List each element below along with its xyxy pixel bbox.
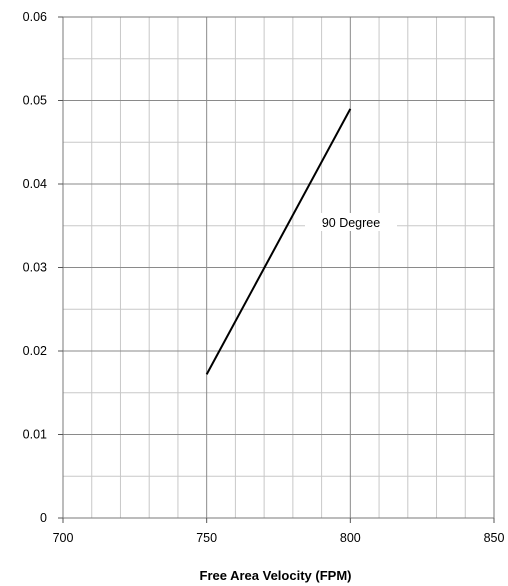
- x-axis-ticks: 700 750 800 850: [53, 518, 505, 545]
- x-tick-label: 850: [484, 531, 505, 545]
- x-tick-label: 700: [53, 531, 74, 545]
- y-tick-label: 0.05: [23, 94, 47, 108]
- major-gridlines: [63, 17, 494, 518]
- y-tick-label: 0.02: [23, 344, 47, 358]
- y-axis-ticks: 0 0.01 0.02 0.03 0.04 0.05 0.06: [23, 10, 63, 525]
- y-tick-label: 0: [40, 511, 47, 525]
- y-tick-label: 0.01: [23, 428, 47, 442]
- y-tick-label: 0.03: [23, 261, 47, 275]
- series-label-background: [305, 213, 397, 231]
- x-axis-title: Free Area Velocity (FPM): [200, 568, 352, 583]
- y-tick-label: 0.04: [23, 177, 47, 191]
- x-tick-label: 800: [340, 531, 361, 545]
- x-tick-label: 750: [196, 531, 217, 545]
- series-line-90-degree: [205, 108, 352, 375]
- y-tick-label: 0.06: [23, 10, 47, 24]
- series-layer: 90 Degree: [205, 108, 397, 375]
- series-label-90-degree: 90 Degree: [322, 216, 380, 230]
